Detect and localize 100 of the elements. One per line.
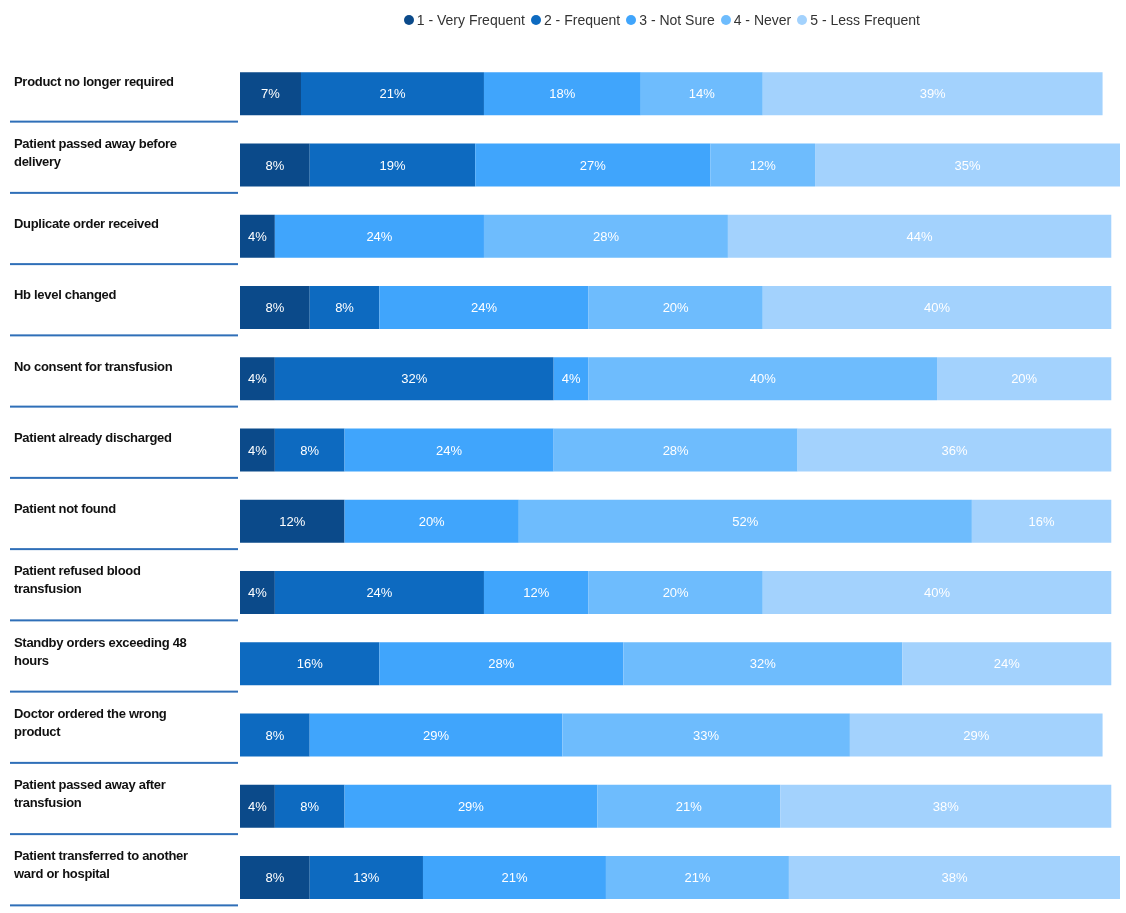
bar bbox=[240, 642, 380, 686]
bar bbox=[971, 499, 1112, 543]
bar bbox=[344, 784, 598, 828]
data-label: 29% bbox=[423, 727, 450, 743]
data-label: 28% bbox=[662, 442, 690, 458]
bar bbox=[553, 428, 798, 472]
data-label: 20% bbox=[662, 585, 690, 601]
data-label: 20% bbox=[418, 513, 446, 529]
bar bbox=[475, 143, 711, 187]
bar bbox=[762, 571, 1112, 614]
bar bbox=[274, 571, 484, 614]
data-label: 24% bbox=[470, 300, 498, 316]
data-label: 38% bbox=[941, 870, 968, 886]
bar bbox=[240, 571, 275, 614]
bar bbox=[274, 214, 484, 258]
data-label: 20% bbox=[1011, 371, 1038, 387]
bar bbox=[483, 214, 728, 258]
legend-label: 4 - Never bbox=[733, 12, 792, 28]
bar bbox=[240, 856, 310, 899]
data-label: 28% bbox=[592, 228, 620, 244]
bar bbox=[797, 428, 1112, 472]
data-label: 40% bbox=[924, 585, 951, 601]
bar bbox=[762, 286, 1112, 329]
data-label: 4% bbox=[248, 371, 268, 387]
data-label: 8% bbox=[265, 727, 285, 743]
data-label: 24% bbox=[436, 442, 463, 458]
bar bbox=[623, 642, 903, 686]
data-label: 14% bbox=[688, 86, 716, 102]
data-label: 21% bbox=[379, 86, 406, 102]
bar bbox=[240, 143, 310, 187]
bar bbox=[762, 72, 1103, 116]
data-label: 12% bbox=[279, 513, 306, 529]
y-tick-label: Patient passed away after transfusion bbox=[14, 777, 166, 811]
bar bbox=[240, 784, 275, 828]
data-label: 4% bbox=[248, 442, 268, 458]
legend-label: 5 - Less Frequent bbox=[810, 12, 920, 28]
data-label: 4% bbox=[248, 228, 268, 244]
bar bbox=[379, 642, 624, 686]
y-tick-label: Patient refused blood transfusion bbox=[14, 563, 141, 597]
bar bbox=[710, 143, 816, 187]
bar bbox=[240, 214, 275, 258]
y-tick-label: Duplicate order received bbox=[14, 216, 159, 232]
bar bbox=[815, 143, 1120, 187]
bar bbox=[300, 72, 484, 116]
data-label: 35% bbox=[954, 157, 981, 173]
data-label: 7% bbox=[261, 86, 281, 102]
data-label: 8% bbox=[265, 870, 285, 886]
bar bbox=[240, 286, 310, 329]
data-label: 40% bbox=[749, 371, 777, 387]
bar bbox=[379, 286, 589, 329]
bar bbox=[240, 499, 345, 543]
bar bbox=[240, 72, 301, 116]
data-label: 29% bbox=[457, 798, 485, 814]
data-label: 8% bbox=[265, 300, 285, 316]
legend-label: 1 - Very Frequent bbox=[416, 12, 525, 28]
bar bbox=[422, 856, 606, 899]
legend-label: 2 - Frequent bbox=[543, 12, 621, 28]
data-label: 33% bbox=[693, 727, 720, 743]
bar bbox=[780, 784, 1112, 828]
data-label: 19% bbox=[379, 157, 406, 173]
data-label: 36% bbox=[941, 442, 968, 458]
data-label: 13% bbox=[353, 870, 380, 886]
data-label: 8% bbox=[300, 798, 320, 814]
bar bbox=[240, 713, 310, 757]
y-tick-label: Doctor ordered the wrong product bbox=[14, 705, 167, 739]
bar bbox=[240, 357, 275, 401]
bar bbox=[274, 357, 554, 401]
bar bbox=[849, 713, 1103, 757]
bar bbox=[902, 642, 1112, 686]
bar bbox=[309, 286, 380, 329]
y-tick-label: Patient not found bbox=[14, 501, 117, 517]
bar bbox=[640, 72, 763, 116]
data-label: 21% bbox=[501, 870, 528, 886]
data-label: 27% bbox=[579, 157, 607, 173]
bar bbox=[309, 856, 423, 899]
y-tick-label: Patient transferred to another ward or hospital bbox=[13, 848, 188, 882]
bar bbox=[483, 571, 589, 614]
data-label: 29% bbox=[963, 727, 990, 743]
data-label: 24% bbox=[366, 228, 393, 244]
bar bbox=[518, 499, 972, 543]
data-label: 8% bbox=[335, 300, 355, 316]
data-label: 44% bbox=[906, 228, 934, 244]
bar bbox=[597, 784, 781, 828]
bar bbox=[309, 713, 563, 757]
data-label: 16% bbox=[1028, 513, 1056, 529]
data-label: 4% bbox=[248, 798, 268, 814]
bar bbox=[274, 428, 345, 472]
legend-label: 3 - Not Sure bbox=[639, 12, 715, 28]
bar bbox=[588, 571, 763, 614]
data-label: 28% bbox=[488, 656, 515, 672]
data-label: 24% bbox=[993, 656, 1021, 672]
bar bbox=[588, 357, 938, 401]
bar bbox=[344, 499, 519, 543]
data-label: 21% bbox=[675, 798, 703, 814]
bar bbox=[309, 143, 476, 187]
y-tick-label: Product no longer required bbox=[14, 73, 175, 89]
y-tick-label: Standby orders exceeding 48 hours bbox=[14, 634, 187, 668]
data-label: 16% bbox=[296, 656, 324, 672]
data-label: 18% bbox=[549, 86, 576, 102]
data-label: 12% bbox=[523, 585, 550, 601]
